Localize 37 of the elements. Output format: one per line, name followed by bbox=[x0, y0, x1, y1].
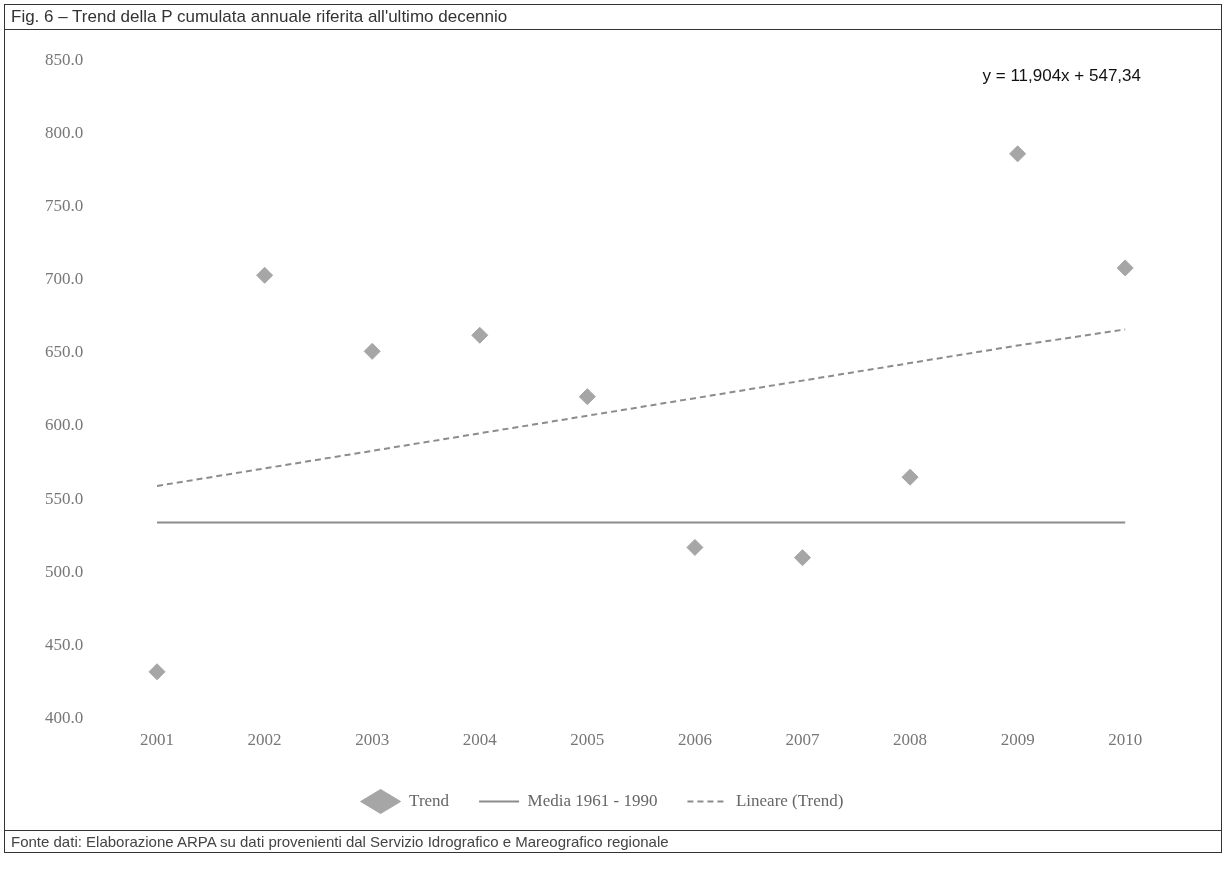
point bbox=[1009, 145, 1027, 163]
chart-title: Fig. 6 – Trend della P cumulata annuale riferita all'ultimo decennio bbox=[5, 5, 1221, 30]
point bbox=[901, 468, 919, 486]
point bbox=[793, 549, 811, 567]
y-tick-label: 400.0 bbox=[45, 708, 84, 728]
x-tick-label: 2010 bbox=[1108, 730, 1143, 750]
x-tick-label: 2003 bbox=[355, 730, 390, 750]
x-tick-label: 2002 bbox=[247, 730, 282, 750]
x-tick-label: 2001 bbox=[140, 730, 175, 750]
y-tick-label: 850.0 bbox=[45, 49, 84, 69]
x-tick-label: 2006 bbox=[677, 730, 712, 750]
x-tick-label: 2004 bbox=[462, 730, 498, 750]
legend-label: Lineare (Trend) bbox=[735, 790, 844, 810]
legend-label: Media 1961 - 1990 bbox=[527, 790, 658, 810]
y-tick-label: 600.0 bbox=[45, 415, 84, 435]
x-tick-label: 2005 bbox=[570, 730, 605, 750]
point bbox=[686, 538, 704, 556]
point bbox=[256, 266, 274, 284]
x-tick-label: 2008 bbox=[893, 730, 928, 750]
y-tick-label: 550.0 bbox=[45, 488, 84, 508]
y-tick-label: 500.0 bbox=[45, 561, 84, 581]
y-tick-label: 800.0 bbox=[45, 122, 84, 142]
y-tick-label: 700.0 bbox=[45, 269, 84, 289]
point bbox=[471, 326, 489, 344]
point bbox=[1116, 259, 1134, 277]
x-tick-label: 2007 bbox=[785, 730, 820, 750]
y-tick-label: 750.0 bbox=[45, 195, 84, 215]
legend-label: Trend bbox=[409, 790, 450, 810]
point bbox=[148, 663, 166, 681]
source-note: Fonte dati: Elaborazione ARPA su dati provenienti dal Servizio Idrografico e Mareografico regionale bbox=[5, 830, 1221, 852]
point bbox=[363, 342, 381, 360]
y-tick-label: 450.0 bbox=[45, 634, 84, 654]
y-tick-label: 650.0 bbox=[45, 342, 84, 362]
annotation: y = 11,904x + 547,34 bbox=[982, 66, 1141, 86]
x-tick-label: 2009 bbox=[1000, 730, 1035, 750]
point bbox=[578, 388, 596, 406]
line-series bbox=[156, 328, 1127, 487]
